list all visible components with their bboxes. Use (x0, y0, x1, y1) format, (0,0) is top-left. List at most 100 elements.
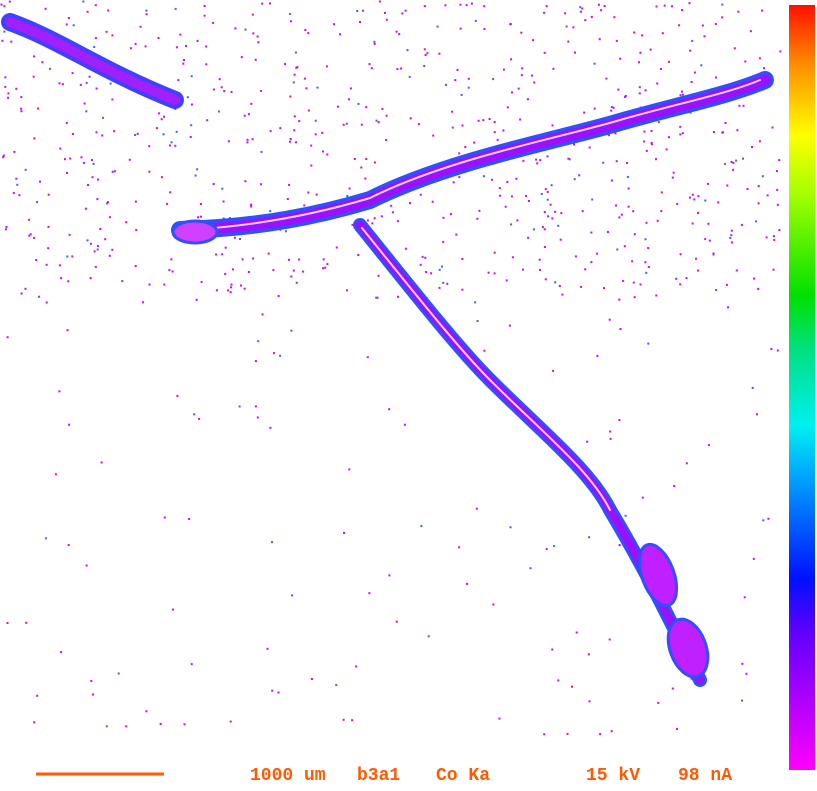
speck (326, 263, 328, 265)
speck (190, 124, 192, 126)
speck (315, 120, 317, 122)
speck (405, 248, 407, 250)
speck (742, 158, 744, 160)
speck (645, 238, 647, 240)
speck (458, 176, 460, 178)
speck (196, 299, 198, 301)
speck (445, 84, 447, 86)
speck (367, 356, 369, 358)
speck (521, 74, 523, 76)
speck (252, 258, 254, 260)
speck (609, 639, 611, 641)
speck (213, 89, 215, 91)
speck (166, 203, 168, 205)
speck (554, 281, 556, 283)
speck (542, 226, 544, 228)
speck (741, 700, 743, 702)
speck (439, 269, 441, 271)
speck (580, 11, 582, 13)
speck (92, 176, 94, 178)
speck (392, 211, 394, 213)
speck (204, 5, 206, 7)
speck (697, 270, 699, 272)
speck (668, 136, 670, 138)
speck (33, 721, 35, 723)
speck (213, 183, 215, 185)
speck (48, 226, 50, 228)
speck (362, 10, 364, 12)
speck (175, 8, 177, 10)
speck (736, 129, 738, 131)
speck (410, 117, 412, 119)
speck (206, 119, 208, 121)
speck (161, 118, 163, 120)
speck (336, 247, 338, 249)
speck (680, 253, 682, 255)
speck (354, 158, 356, 160)
speck (36, 201, 38, 203)
speck (616, 160, 618, 162)
speck (602, 162, 604, 164)
speck (741, 224, 743, 226)
speck (111, 249, 113, 251)
speck (581, 8, 583, 10)
speck (478, 210, 480, 212)
speck (68, 544, 70, 546)
speck (528, 200, 530, 202)
speck (762, 175, 764, 177)
speck (468, 78, 470, 80)
speck (218, 111, 220, 113)
speck (302, 271, 304, 273)
speck (107, 201, 109, 203)
speck (279, 355, 281, 357)
speck (759, 57, 761, 59)
speck (494, 272, 496, 274)
speck (628, 206, 630, 208)
speck (118, 673, 120, 675)
speck (422, 256, 424, 258)
speck (360, 167, 362, 169)
speck (750, 30, 752, 32)
speck (197, 216, 199, 218)
speck (580, 286, 582, 288)
speck (460, 28, 462, 30)
speck (777, 204, 779, 206)
speck (721, 16, 723, 18)
speck (651, 130, 653, 132)
speck (289, 96, 291, 98)
speck (533, 228, 535, 230)
speck (385, 139, 387, 141)
speck (355, 665, 357, 667)
speck (778, 159, 780, 161)
speck (198, 418, 200, 420)
speck (489, 118, 491, 120)
speck (692, 194, 694, 196)
speck (634, 296, 636, 298)
speck (561, 294, 563, 296)
speck (755, 220, 757, 222)
speck (10, 41, 12, 43)
speck (613, 107, 615, 109)
voltage-label: 15 kV (586, 766, 640, 786)
speck (494, 252, 496, 254)
speck (622, 280, 624, 282)
speck (404, 424, 406, 426)
speck (250, 206, 252, 208)
speck (257, 36, 259, 38)
speck (317, 87, 319, 89)
speck (655, 158, 657, 160)
speck (491, 179, 493, 181)
scale-label: 1000 um (250, 766, 326, 786)
speck (196, 168, 198, 170)
speck (304, 78, 306, 80)
speck (322, 267, 324, 269)
speck (356, 10, 358, 12)
speck (308, 110, 310, 112)
speck (80, 84, 82, 86)
speck (223, 90, 225, 92)
speck (689, 197, 691, 199)
speck (303, 204, 305, 206)
speck (633, 282, 635, 284)
speck (522, 269, 524, 271)
speck (516, 219, 518, 221)
